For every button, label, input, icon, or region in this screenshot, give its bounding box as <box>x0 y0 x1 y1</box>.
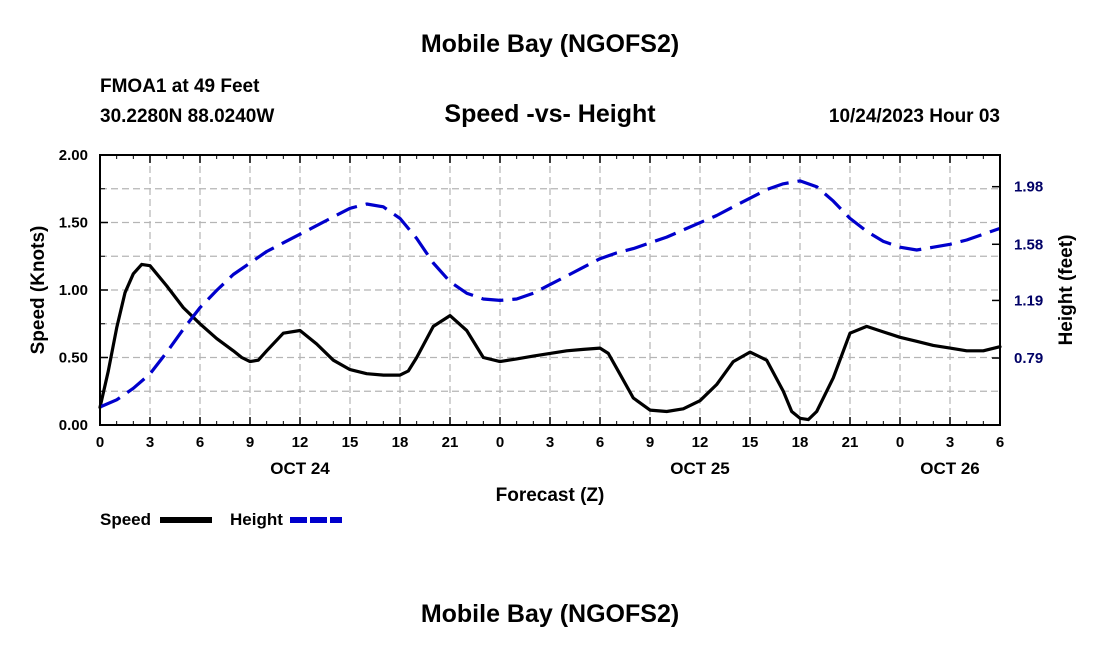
date-label: OCT 25 <box>670 459 730 478</box>
axis-ticks <box>99 154 1001 426</box>
y-tick-label: 1.00 <box>59 282 88 299</box>
date-label: OCT 24 <box>270 459 330 478</box>
x-tick-label: 6 <box>596 434 604 451</box>
x-tick-label: 0 <box>896 434 904 451</box>
x-tick-label: 0 <box>496 434 504 451</box>
y2-axis-title: Height (feet) <box>1056 235 1077 346</box>
x-tick-label: 12 <box>292 434 309 451</box>
y-tick-label: 0.00 <box>59 417 88 434</box>
x-tick-label: 18 <box>792 434 809 451</box>
speed-series-line <box>98 262 1002 422</box>
y2-tick-label: 1.98 <box>1014 179 1043 196</box>
station-label: FMOA1 at 49 Feet <box>100 76 260 97</box>
x-tick-label: 15 <box>742 434 759 451</box>
grid <box>100 155 1000 425</box>
date-label: OCT 26 <box>920 459 980 478</box>
forecast-datetime: 10/24/2023 Hour 03 <box>828 106 1000 127</box>
y-tick-label: 1.50 <box>59 215 88 232</box>
x-tick-label: 6 <box>996 434 1004 451</box>
legend: Speed Height <box>100 510 342 529</box>
legend-height-label: Height <box>230 510 283 529</box>
y2-tick-label: 1.58 <box>1014 236 1043 253</box>
station-coordinates: 30.2280N 88.0240W <box>100 106 275 127</box>
x-tick-label: 3 <box>546 434 554 451</box>
chart-title: Mobile Bay (NGOFS2) <box>420 30 680 58</box>
x-tick-label: 21 <box>442 434 459 451</box>
x-axis-title: Forecast (Z) <box>496 485 605 506</box>
series-layer <box>98 179 1002 422</box>
x-tick-label: 12 <box>692 434 709 451</box>
x-tick-label: 3 <box>146 434 154 451</box>
x-tick-label: 6 <box>196 434 204 451</box>
x-tick-label: 21 <box>842 434 859 451</box>
x-tick-label: 18 <box>392 434 409 451</box>
height-series-line <box>99 179 1001 409</box>
x-tick-label: 9 <box>646 434 654 451</box>
y-tick-label: 2.00 <box>59 147 88 164</box>
y-axis-title: Speed (Knots) <box>28 226 49 355</box>
y-tick-label: 0.50 <box>59 350 88 367</box>
bottom-chart-title: Mobile Bay (NGOFS2) <box>420 600 680 628</box>
x-tick-label: 3 <box>946 434 954 451</box>
chart-subtitle: Speed -vs- Height <box>444 100 656 128</box>
x-tick-label: 9 <box>246 434 254 451</box>
legend-speed-label: Speed <box>100 510 151 529</box>
y2-tick-label: 1.19 <box>1014 292 1043 309</box>
axis-labels: 0 3 6 9 12 15 18 21 0 3 6 9 12 15 18 21 0 3 6 0.00 0.50 1.00 1… <box>28 147 1077 506</box>
y2-tick-label: 0.79 <box>1014 350 1043 367</box>
x-tick-label: 15 <box>342 434 359 451</box>
x-tick-label: 0 <box>96 434 104 451</box>
